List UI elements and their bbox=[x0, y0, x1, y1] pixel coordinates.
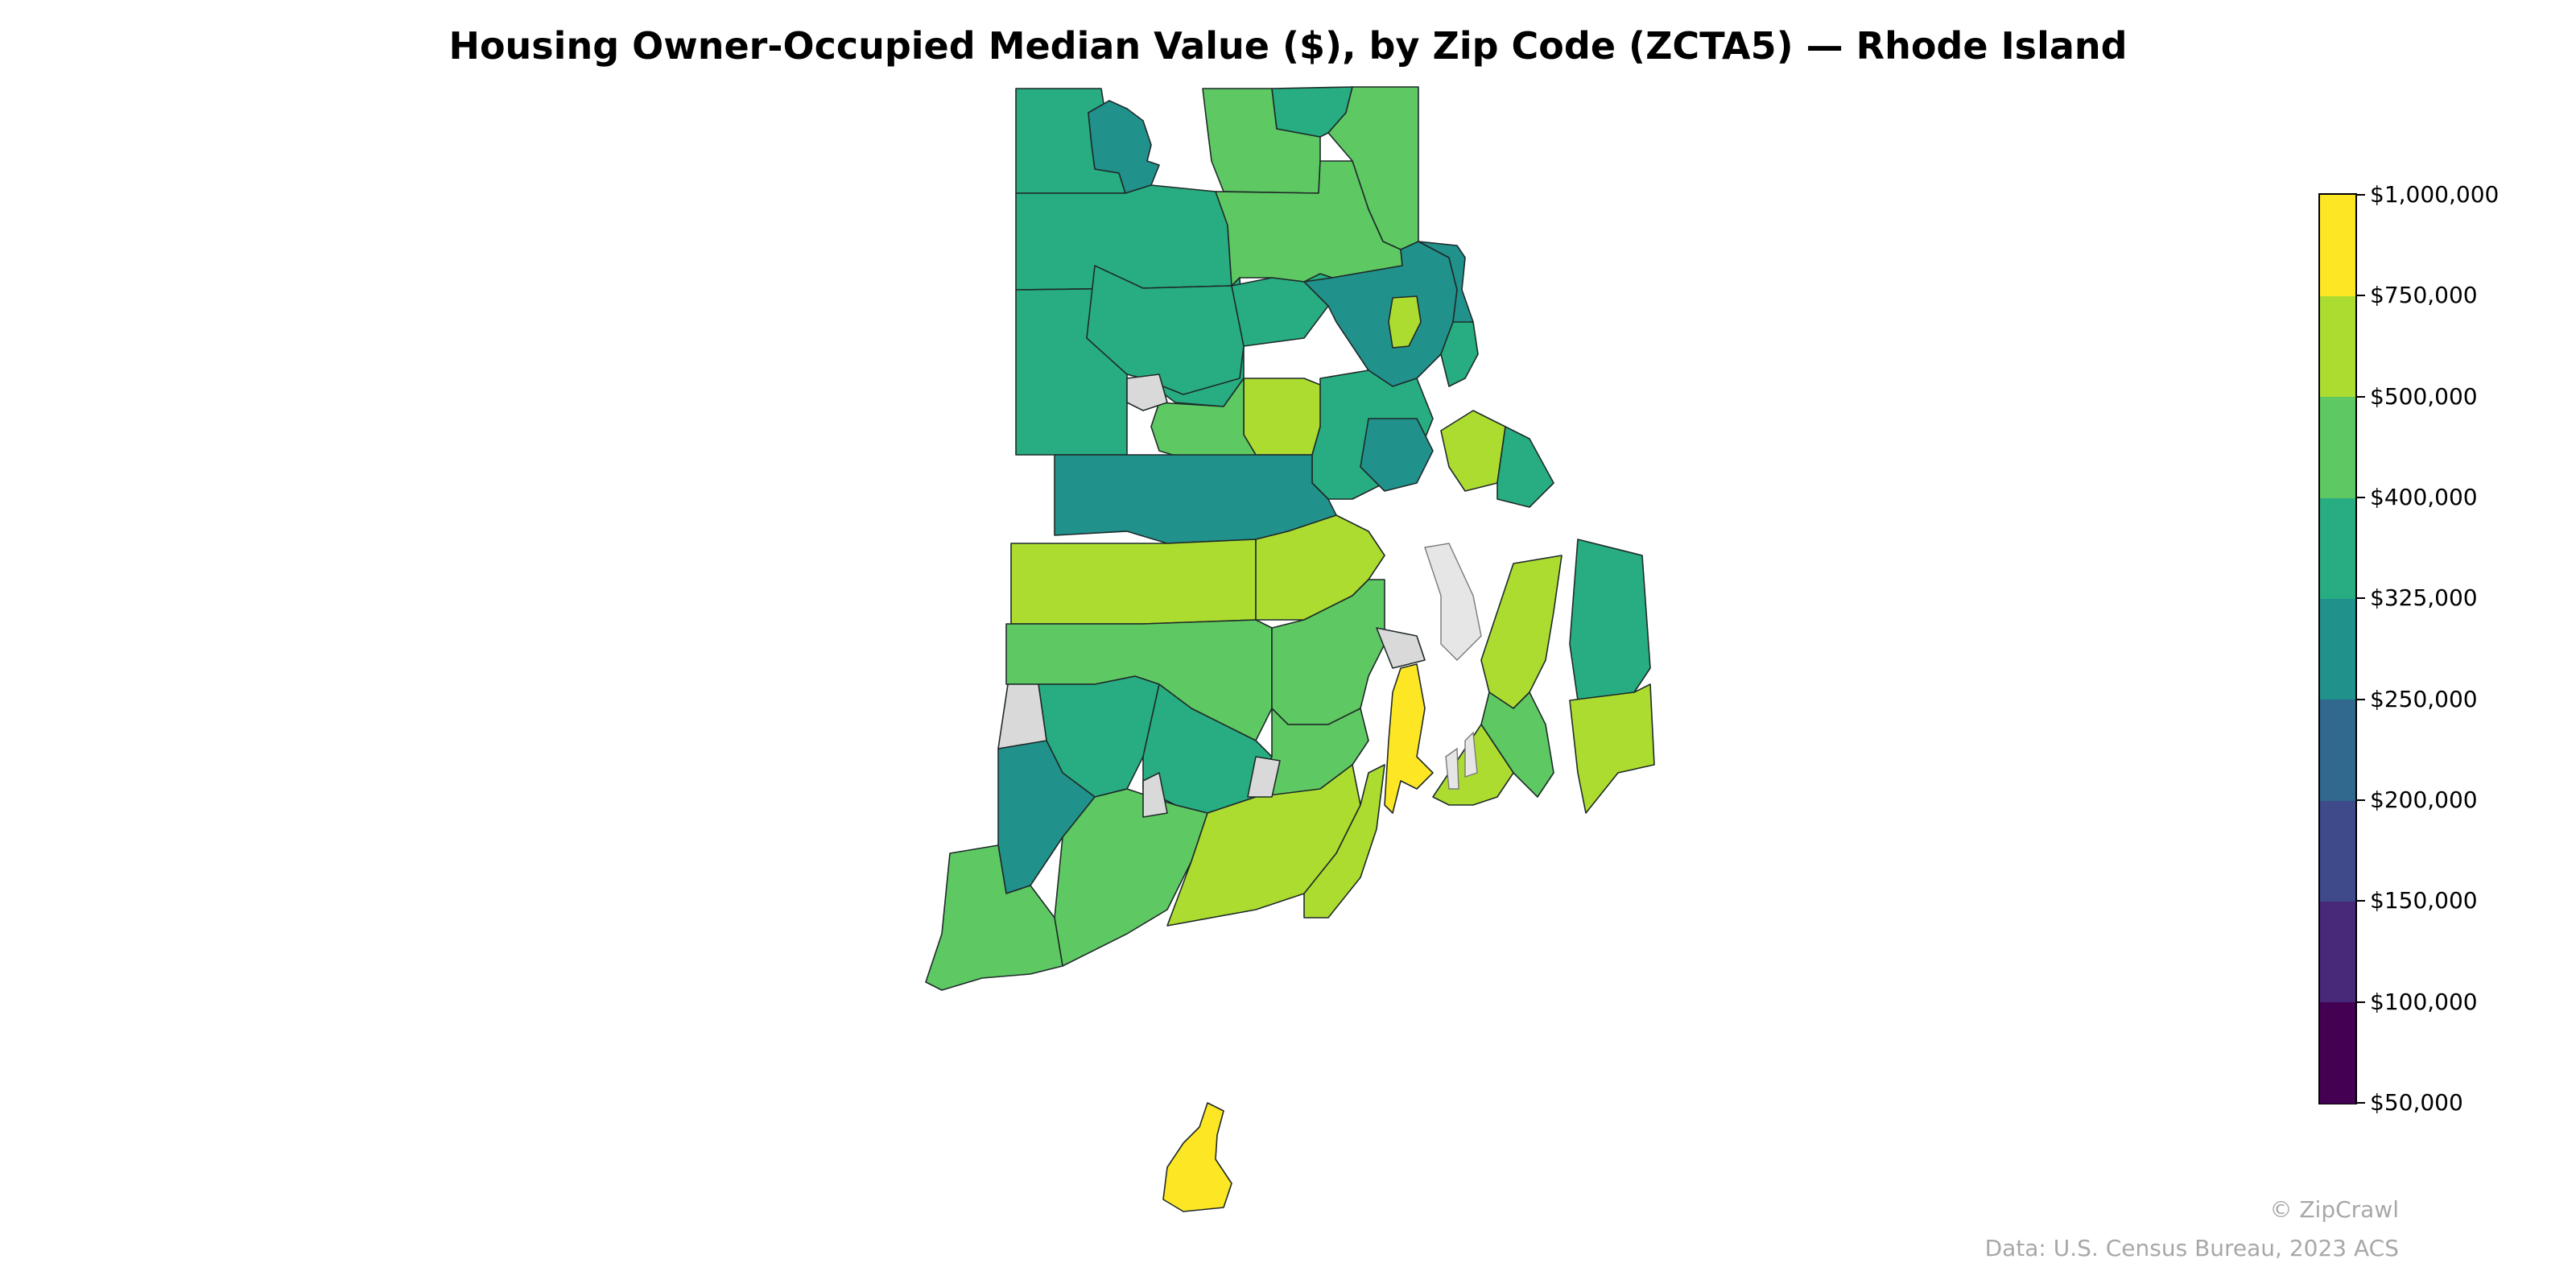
water-body bbox=[1464, 731, 1478, 778]
legend-label: $200,000 bbox=[2370, 786, 2478, 813]
zip-narragansett bbox=[1303, 764, 1385, 919]
zip-east-green bbox=[1440, 321, 1479, 387]
legend-bin bbox=[2320, 699, 2355, 801]
data-source-note: Data: U.S. Census Bureau, 2023 ACS bbox=[1984, 1235, 2399, 1261]
legend-bin bbox=[2320, 497, 2355, 599]
legend-tick bbox=[2357, 698, 2365, 700]
zip-east-greenwich bbox=[1255, 514, 1385, 621]
legend-bin bbox=[2320, 295, 2355, 398]
zip-little-compton bbox=[1569, 683, 1655, 814]
water-body bbox=[1445, 747, 1459, 790]
zip-north-center bbox=[1088, 100, 1160, 194]
legend-label: $750,000 bbox=[2370, 282, 2478, 309]
no-data-area bbox=[1142, 772, 1168, 818]
zip-jamestown bbox=[1384, 663, 1434, 814]
zip-west-greenwich bbox=[1010, 539, 1257, 625]
zip-east-upper-light bbox=[1388, 295, 1422, 349]
zip-block-island bbox=[1162, 1102, 1232, 1212]
zip-warwick-east bbox=[1360, 418, 1434, 492]
legend-tick bbox=[2357, 194, 2365, 196]
zip-warren bbox=[1496, 426, 1554, 508]
zip-portsmouth bbox=[1480, 555, 1563, 709]
legend-bin bbox=[2320, 598, 2355, 700]
legend-label: $250,000 bbox=[2370, 685, 2478, 712]
legend-bin bbox=[2320, 195, 2355, 296]
no-data-areas bbox=[997, 374, 1426, 818]
legend-bin bbox=[2320, 901, 2355, 1003]
legend-tick bbox=[2357, 1001, 2365, 1003]
chart-title: Housing Owner-Occupied Median Value ($),… bbox=[448, 24, 2128, 68]
legend-tick bbox=[2357, 295, 2365, 297]
zip-regions bbox=[925, 86, 1655, 1212]
legend-bin bbox=[2320, 1001, 2355, 1104]
no-data-area bbox=[1376, 627, 1426, 669]
brand-watermark: © ZipCrawl bbox=[2269, 1196, 2399, 1223]
water-body bbox=[1424, 543, 1482, 661]
water-bodies bbox=[1424, 543, 1482, 790]
legend-label: $50,000 bbox=[2370, 1089, 2463, 1116]
legend-bin bbox=[2320, 396, 2355, 498]
legend-label: $325,000 bbox=[2370, 584, 2478, 612]
legend-label: $400,000 bbox=[2370, 484, 2478, 510]
legend-tick bbox=[2357, 597, 2365, 600]
legend-tick bbox=[2357, 395, 2365, 398]
no-data-area bbox=[1126, 374, 1168, 411]
zip-tiverton bbox=[1569, 539, 1651, 701]
legend-label: $150,000 bbox=[2370, 887, 2478, 914]
legend-tick bbox=[2357, 1102, 2365, 1104]
legend-tick bbox=[2357, 799, 2365, 801]
zip-barrington bbox=[1440, 410, 1506, 492]
zip-west-upper bbox=[1015, 184, 1232, 291]
legend-bin bbox=[2320, 800, 2355, 902]
no-data-area bbox=[1247, 756, 1281, 798]
legend-tick bbox=[2357, 497, 2365, 498]
legend-label: $100,000 bbox=[2370, 988, 2478, 1015]
no-data-area bbox=[997, 683, 1047, 749]
zip-westerly bbox=[925, 844, 1063, 991]
legend-tick bbox=[2357, 900, 2365, 902]
color-legend bbox=[2318, 193, 2357, 1104]
legend-label: $500,000 bbox=[2370, 382, 2478, 410]
zip-cranston-light bbox=[1243, 378, 1325, 456]
legend-label: $1,000,000 bbox=[2370, 181, 2500, 208]
